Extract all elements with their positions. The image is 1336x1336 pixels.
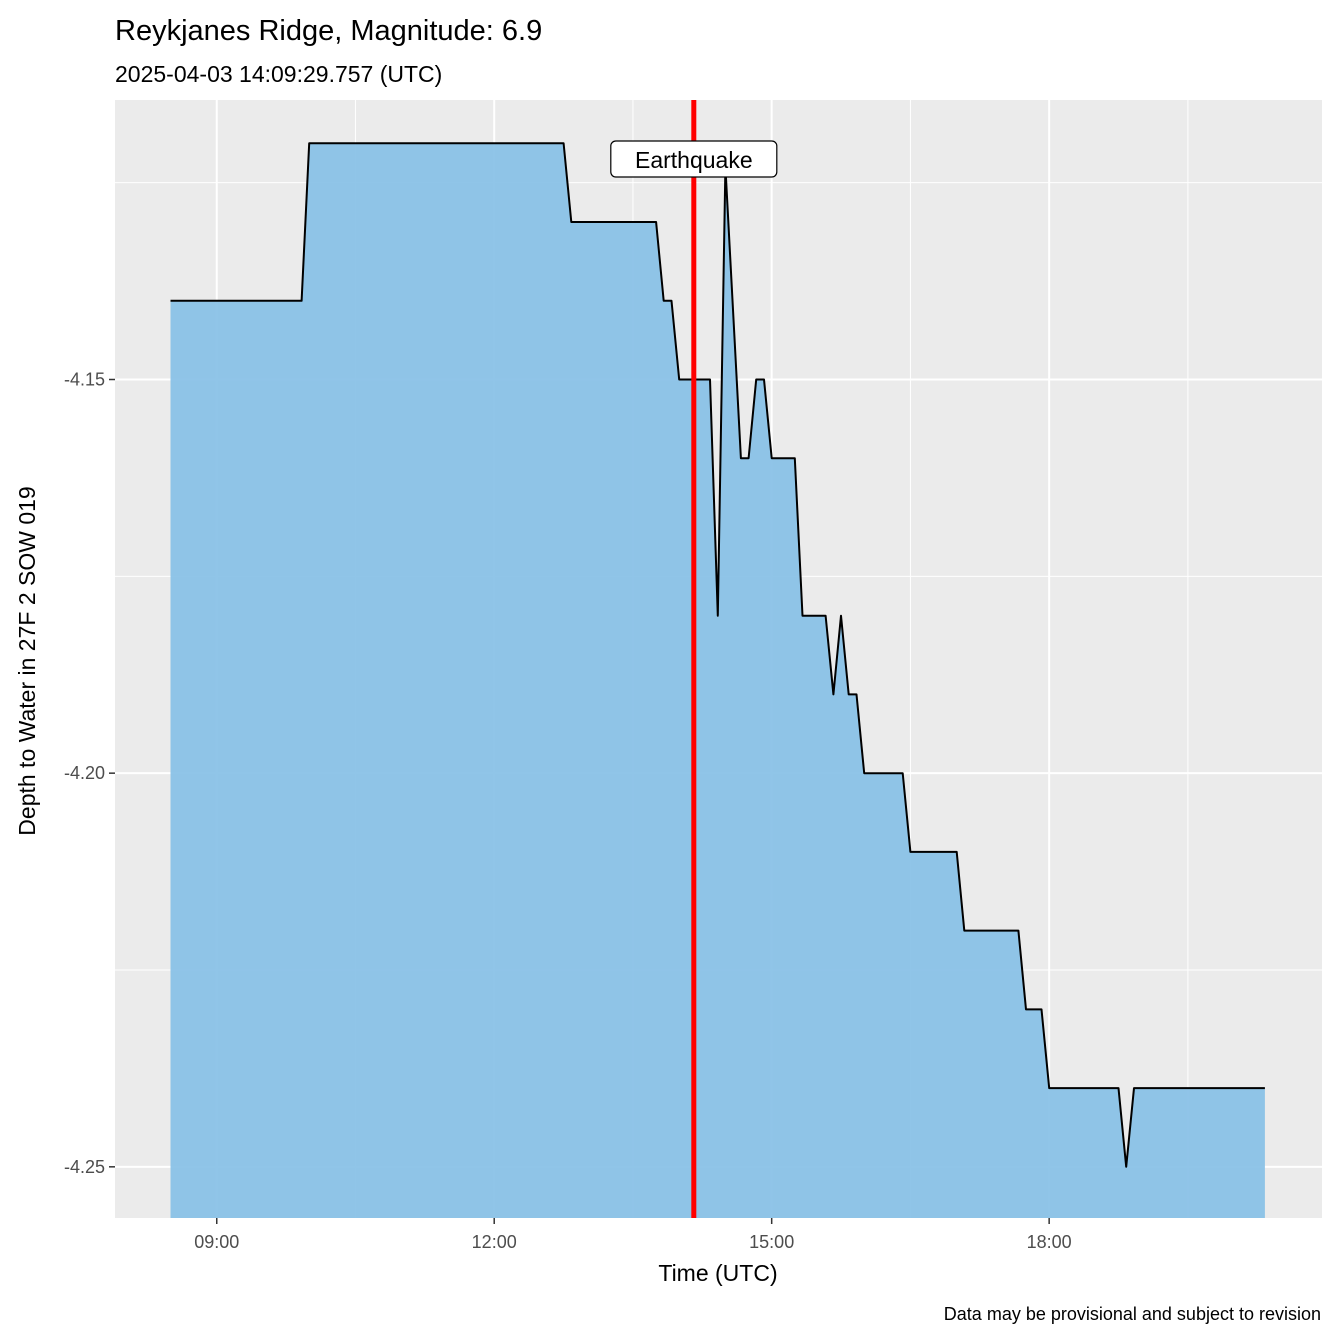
y-axis-title: Depth to Water in 27F 2 SOW 019	[14, 486, 40, 835]
x-axis-title: Time (UTC)	[658, 1260, 777, 1286]
y-tick-label: -4.20	[64, 763, 105, 783]
earthquake-label-box	[610, 140, 778, 178]
x-tick-label: 18:00	[1027, 1232, 1072, 1252]
depth-area	[170, 143, 1265, 1218]
x-tick-label: 15:00	[749, 1232, 794, 1252]
y-axis: -4.15 -4.20 -4.25	[64, 370, 115, 1177]
chart-caption: Data may be provisional and subject to r…	[944, 1304, 1321, 1324]
y-tick-label: -4.25	[64, 1157, 105, 1177]
x-tick-label: 09:00	[194, 1232, 239, 1252]
x-tick-label: 12:00	[472, 1232, 517, 1252]
earthquake-label-text: Earthquake	[635, 147, 753, 173]
x-axis: 09:00 12:00 15:00 18:00	[194, 1218, 1072, 1252]
depth-series-line	[170, 142, 1265, 1168]
y-tick-label: -4.15	[64, 370, 105, 390]
earthquake-label: Earthquake	[610, 140, 778, 178]
chart-subtitle: 2025-04-03 14:09:29.757 (UTC)	[115, 61, 442, 87]
chart-title: Reykjanes Ridge, Magnitude: 6.9	[115, 15, 542, 47]
